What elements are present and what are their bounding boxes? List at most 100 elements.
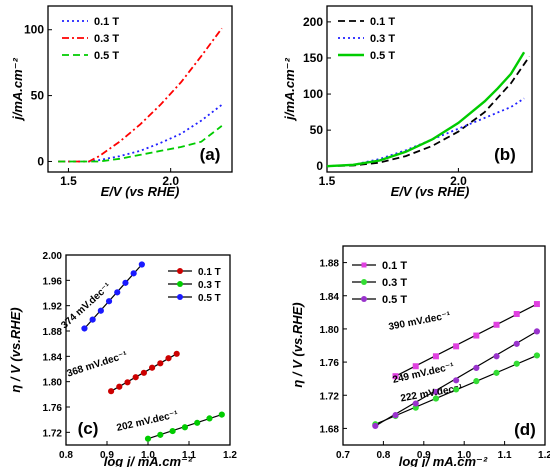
series-line-1 <box>58 27 223 163</box>
y-tick-label: 100 <box>303 87 323 101</box>
data-point <box>165 355 172 362</box>
data-point <box>140 369 147 376</box>
legend-swatch-marker <box>361 262 367 268</box>
panel-a: 1.5 2.0 0 50 100 E/V (vs RHE) j/mA.cm⁻² (a) 0.1 … <box>10 5 233 199</box>
data-point <box>105 298 113 305</box>
data-point <box>173 350 180 357</box>
legend-swatch-marker <box>361 296 367 302</box>
panel-d: 0.7 0.8 0.9 1.0 1.1 1.2 1.68 1.72 1.76 1.80 1.84 1.… <box>290 245 550 467</box>
slope-annotation: 249 mV.dec⁻¹ <box>392 361 456 386</box>
x-axis-label: E/V (vs RHE) <box>391 184 470 199</box>
panel-label: (c) <box>78 419 99 438</box>
slope-annotation: 222 mV.dec⁻¹ <box>400 383 464 405</box>
axes-frame <box>342 245 546 446</box>
x-axis-label: E/V (vs RHE) <box>101 184 180 199</box>
data-point <box>138 261 145 268</box>
legend-entry: 0.3 T <box>370 33 395 45</box>
data-point <box>473 364 480 371</box>
data-point <box>169 427 176 435</box>
x-tick-label: 1.1 <box>182 450 196 461</box>
data-point <box>206 415 213 422</box>
y-tick-label: 1.84 <box>320 292 340 303</box>
data-point <box>453 343 460 350</box>
y-axis-label: j/mA.cm⁻² <box>282 57 297 121</box>
y-axis-label: η / V (vs.RHE) <box>290 302 305 387</box>
data-point <box>130 270 137 277</box>
data-point <box>144 435 152 442</box>
slope-annotation: 390 mV.dec⁻¹ <box>388 310 452 333</box>
data-point <box>89 316 96 323</box>
x-tick-label: 0.8 <box>376 450 390 461</box>
data-point <box>157 431 164 438</box>
data-point <box>513 310 520 317</box>
legend-entry: 0.1 T <box>370 16 395 28</box>
legend-swatch-marker <box>177 294 183 300</box>
data-point <box>493 321 500 328</box>
legend-swatch-marker <box>177 268 183 274</box>
y-tick-label: 200 <box>303 15 323 29</box>
x-tick-label: 1.5 <box>319 174 336 188</box>
panel-label: (a) <box>200 145 221 164</box>
legend-entry: 0.1 T <box>94 16 119 28</box>
legend-entry: 0.1 T <box>382 260 407 272</box>
x-tick-label: 2.0 <box>450 174 467 188</box>
y-tick-label: 50 <box>310 123 324 137</box>
data-point <box>108 388 115 395</box>
legend-entry: 0.5 T <box>370 50 395 62</box>
data-point <box>432 388 440 396</box>
y-axis-label: j/mA.cm⁻² <box>10 57 25 121</box>
y-tick-label: 0 <box>37 154 44 168</box>
x-tick-label: 1.1 <box>498 450 512 461</box>
data-point <box>181 424 188 431</box>
data-point <box>97 307 104 314</box>
y-tick-label: 1.92 <box>43 302 63 313</box>
legend-entry: 0.3 T <box>382 277 407 289</box>
panel-c: 0.8 0.9 1.0 1.1 1.2 1.72 1.76 1.80 1.84 1.88 1.92 1… <box>8 251 237 467</box>
data-point <box>157 360 164 367</box>
data-point <box>372 422 379 430</box>
series-line-0 <box>58 104 223 163</box>
data-point <box>513 360 520 367</box>
y-axis-label: η / V (vs.RHE) <box>8 307 23 392</box>
y-tick-label: 1.88 <box>43 327 63 338</box>
y-tick-label: 1.80 <box>43 378 63 389</box>
data-point <box>493 369 500 376</box>
data-point <box>533 328 541 335</box>
axes-frame <box>47 5 233 173</box>
x-tick-label: 2.0 <box>162 174 179 188</box>
data-point <box>533 352 541 359</box>
y-tick-label: 1.88 <box>320 259 340 270</box>
y-tick-label: 1.76 <box>320 358 340 369</box>
x-tick-label: 1.0 <box>141 450 155 461</box>
x-tick-label: 1.0 <box>457 450 471 461</box>
panel-label: (d) <box>514 420 536 439</box>
y-tick-label: 150 <box>303 51 323 65</box>
y-tick-label: 1.68 <box>320 424 340 435</box>
series-line-2 <box>326 51 526 168</box>
y-tick-label: 1.72 <box>43 428 63 439</box>
data-point <box>432 395 440 402</box>
panel-label: (b) <box>494 145 516 164</box>
x-tick-label: 1.2 <box>538 450 550 461</box>
legend-entry: 0.1 T <box>198 267 221 278</box>
legend-entry: 0.5 T <box>382 294 407 306</box>
x-axis-label: log j/ mA.cm⁻² <box>104 454 193 467</box>
x-tick-label: 1.5 <box>60 174 77 188</box>
y-tick-label: 1.80 <box>320 325 340 336</box>
data-point <box>218 411 225 418</box>
y-tick-label: 0 <box>316 159 323 173</box>
x-tick-label: 0.8 <box>59 450 73 461</box>
series-line-2 <box>58 125 223 163</box>
legend-entry: 0.5 T <box>198 293 221 304</box>
axes-frame <box>326 5 533 173</box>
x-tick-label: 0.7 <box>336 450 350 461</box>
data-point <box>453 377 460 384</box>
data-point <box>194 419 201 426</box>
y-tick-label: 100 <box>24 23 44 37</box>
data-point <box>124 379 131 386</box>
panel-b: 1.5 2.0 0 50 100 150 200 E/V (vs RHE) j/mA.cm⁻² (… <box>282 5 533 199</box>
data-point <box>513 340 520 347</box>
data-point <box>453 386 460 393</box>
legend-entry: 0.3 T <box>198 280 221 291</box>
